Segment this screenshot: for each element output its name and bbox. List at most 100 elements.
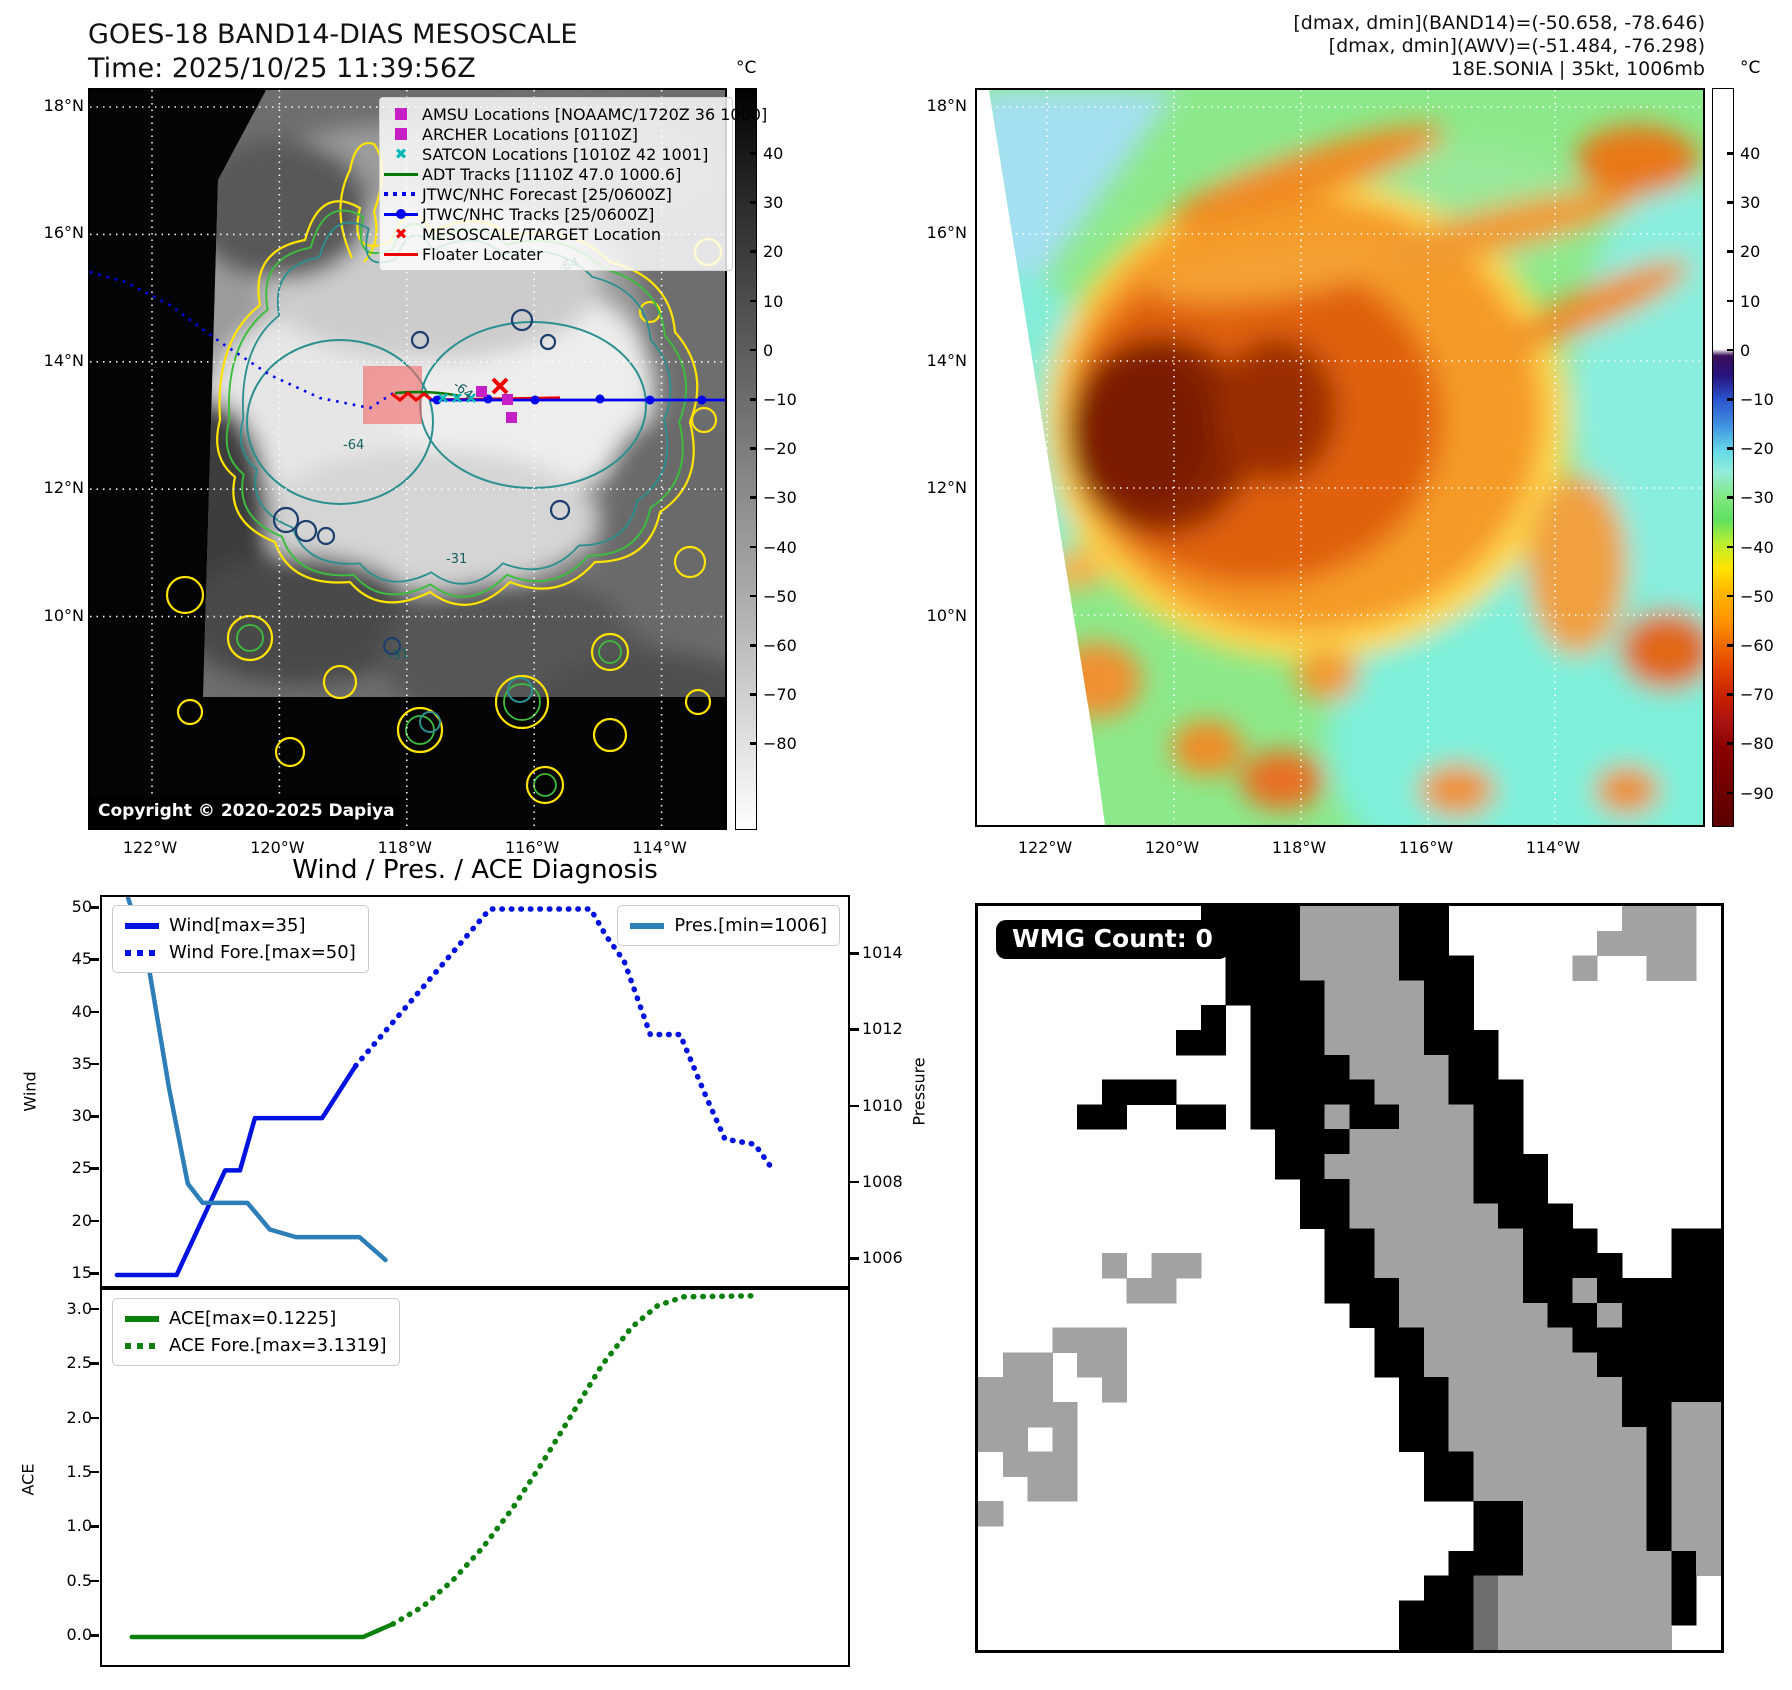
- wmg-cell: [1473, 1080, 1498, 1105]
- wmg-cell: [1572, 1278, 1597, 1303]
- pressure-ytick: 1014: [862, 943, 903, 962]
- awv-colorbar-tick: 30: [1740, 193, 1760, 212]
- wmg-cell: [1424, 1055, 1449, 1080]
- wmg-cell: [1696, 1427, 1721, 1452]
- wmg-cell: [1176, 1104, 1201, 1129]
- wmg-cell: [1647, 1303, 1672, 1328]
- wmg-cell: [1399, 980, 1424, 1005]
- band14-colorbar: [735, 88, 757, 830]
- wmg-cell: [1696, 1526, 1721, 1551]
- left-map-xtick: 118°W: [370, 838, 440, 857]
- wmg-cell: [1572, 1228, 1597, 1253]
- wmg-cell: [1003, 1402, 1028, 1427]
- diagnosis-title: Wind / Pres. / ACE Diagnosis: [100, 855, 850, 885]
- wmg-cell: [1350, 1080, 1375, 1105]
- wmg-cell: [978, 1377, 1003, 1402]
- wmg-cell: [1597, 1377, 1622, 1402]
- band14-colorbar-tick: −50: [763, 587, 797, 606]
- wmg-cell: [1449, 980, 1474, 1005]
- wmg-cell: [1548, 1526, 1573, 1551]
- wmg-cell: [1498, 1204, 1523, 1229]
- copyright-watermark: Copyright © 2020-2025 Dapiya: [90, 798, 405, 826]
- wmg-cell: [1325, 1005, 1350, 1030]
- square-glyph: [395, 108, 407, 120]
- left-map-ytick: 14°N: [34, 351, 84, 370]
- wmg-cell: [1424, 1625, 1449, 1650]
- tick-mark: [750, 349, 757, 352]
- wmg-cell: [1151, 1080, 1176, 1105]
- wmg-cell: [1374, 1352, 1399, 1377]
- wmg-cell: [1671, 1352, 1696, 1377]
- wmg-cell: [1548, 1402, 1573, 1427]
- wmg-cell: [1473, 1055, 1498, 1080]
- tick-mark: [1727, 447, 1734, 450]
- band14-colorbar-tick: 40: [763, 144, 783, 163]
- wmg-cell: [1498, 1154, 1523, 1179]
- wmg-cell: [1424, 1179, 1449, 1204]
- wmg-cell: [1696, 1328, 1721, 1353]
- ace-legend-label: ACE[max=0.1225]: [169, 1308, 336, 1329]
- right-map-ytick: 10°N: [917, 606, 967, 625]
- wmg-cell: [1325, 980, 1350, 1005]
- wind-ytick: 35: [52, 1054, 92, 1073]
- wmg-cell: [1498, 1526, 1523, 1551]
- wmg-cell: [1028, 1402, 1053, 1427]
- wmg-cell: [1572, 1625, 1597, 1650]
- map-legend-label: JTWC/NHC Forecast [25/0600Z]: [422, 185, 672, 204]
- wmg-cell: [1350, 1179, 1375, 1204]
- wmg-cell: [1077, 1104, 1102, 1129]
- wmg-cell: [1275, 1154, 1300, 1179]
- wmg-cell: [1449, 1253, 1474, 1278]
- right-panel-header: [dmax, dmin](BAND14)=(-50.658, -78.646) …: [1000, 12, 1705, 81]
- left-map-ytick: 12°N: [34, 478, 84, 497]
- wmg-cell: [1449, 1600, 1474, 1625]
- wmg-cell: [1176, 1253, 1201, 1278]
- wmg-cell: [1374, 1179, 1399, 1204]
- wmg-cell: [1498, 1080, 1523, 1105]
- wmg-cell: [1449, 1476, 1474, 1501]
- tick-mark: [750, 546, 757, 549]
- tick-mark: [90, 1308, 99, 1311]
- wmg-cell: [1449, 1278, 1474, 1303]
- wmg-cell: [1127, 1080, 1152, 1105]
- wmg-cell: [1003, 1452, 1028, 1477]
- awv-colorbar: [1712, 88, 1734, 827]
- x-legend-swatch: ✖: [380, 227, 422, 241]
- wmg-cell: [1523, 1204, 1548, 1229]
- wmg-cell: [1572, 1501, 1597, 1526]
- wmg-cell: [1424, 1476, 1449, 1501]
- wmg-cell: [1498, 1600, 1523, 1625]
- wmg-cell: [1622, 1551, 1647, 1576]
- wmg-cell: [1374, 1055, 1399, 1080]
- wmg-cell: [1424, 931, 1449, 956]
- wmg-cell: [1572, 1576, 1597, 1601]
- wmg-cell: [1572, 1253, 1597, 1278]
- wmg-cell: [1523, 1253, 1548, 1278]
- map-legend-item: Floater Locater: [380, 244, 728, 264]
- wmg-cell: [1201, 1030, 1226, 1055]
- wmg-cell: [1449, 1228, 1474, 1253]
- map-legend-item: ✖SATCON Locations [1010Z 42 1001]: [380, 144, 728, 164]
- wmg-cell: [1671, 1427, 1696, 1452]
- wmg-cell: [1696, 1501, 1721, 1526]
- wmg-cell: [1350, 1104, 1375, 1129]
- dotted-legend-swatch: [380, 192, 422, 196]
- wmg-cell: [1671, 1501, 1696, 1526]
- wmg-cell: [1548, 1501, 1573, 1526]
- wmg-cell: [1548, 1452, 1573, 1477]
- wmg-cell: [1671, 1402, 1696, 1427]
- wmg-cell: [1424, 1427, 1449, 1452]
- wmg-cell: [1424, 1129, 1449, 1154]
- wmg-cell: [1523, 1427, 1548, 1452]
- wmg-cell: [1473, 1600, 1498, 1625]
- tick-mark: [90, 1167, 99, 1170]
- wmg-cell: [1498, 1402, 1523, 1427]
- wmg-cell: [1647, 1278, 1672, 1303]
- wmg-cell: [1622, 1328, 1647, 1353]
- wmg-cell: [1399, 1402, 1424, 1427]
- wmg-cell: [1473, 1551, 1498, 1576]
- wind-fore-swatch: [125, 950, 169, 956]
- wmg-cell: [1473, 1328, 1498, 1353]
- wmg-cell: [1572, 1328, 1597, 1353]
- wmg-cell: [1275, 931, 1300, 956]
